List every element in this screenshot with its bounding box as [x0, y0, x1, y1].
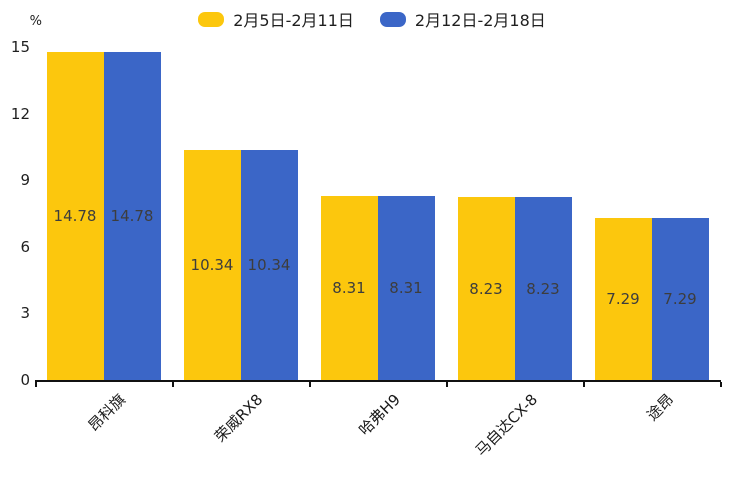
- legend-item-1[interactable]: 2月12日-2月18日: [379, 7, 546, 31]
- bar-value-label: 10.34: [247, 256, 291, 275]
- bar-series0-cat4[interactable]: 7.29: [594, 218, 652, 380]
- y-axis-tick-label: 12: [10, 104, 30, 123]
- x-axis-tick: [309, 382, 311, 387]
- bar-series1-cat2[interactable]: 8.31: [377, 195, 435, 380]
- bar-value-label: 10.34: [190, 256, 234, 275]
- bar-value-label: 8.23: [469, 279, 503, 298]
- legend: 2月5日-2月11日 2月12日-2月18日: [0, 7, 744, 31]
- bar-series1-cat3[interactable]: 8.23: [514, 197, 572, 380]
- bar-series1-cat1[interactable]: 10.34: [240, 150, 298, 380]
- bar-series1-cat0[interactable]: 14.78: [103, 51, 161, 380]
- bar-group-3: 8.23 8.23: [446, 47, 583, 380]
- legend-label: 2月12日-2月18日: [414, 11, 546, 30]
- x-axis-category-label-1: 荣威RX8: [211, 390, 267, 446]
- x-axis-category-label-4: 途昂: [643, 390, 678, 425]
- x-axis-category-label-3: 马自达CX-8: [471, 390, 541, 460]
- bar-value-label: 8.31: [389, 278, 423, 297]
- bar-group-4: 7.29 7.29: [583, 47, 720, 380]
- plot-area: 14.78 14.78 10.34 10.34 8.31 8.31 8.23 8.23 7.29…: [35, 47, 720, 380]
- x-axis-tick: [583, 382, 585, 387]
- bar-series0-cat1[interactable]: 10.34: [183, 150, 241, 380]
- x-axis-tick: [172, 382, 174, 387]
- y-axis-tick-label: 3: [20, 304, 30, 323]
- y-axis-unit-label: %: [29, 14, 42, 29]
- bar-series0-cat0[interactable]: 14.78: [46, 51, 104, 380]
- y-axis-tick-label: 0: [20, 371, 30, 389]
- bar-group-2: 8.31 8.31: [309, 47, 446, 380]
- x-axis-category-label-0: 昂科旗: [85, 390, 130, 435]
- x-axis-category-label-2: 哈弗H9: [354, 390, 404, 440]
- x-axis-line: [35, 380, 721, 382]
- x-axis-tick: [35, 382, 37, 387]
- bar-value-label: 7.29: [606, 290, 640, 309]
- legend-swatch-icon: [198, 11, 225, 27]
- bar-group-0: 14.78 14.78: [35, 47, 172, 380]
- x-axis-tick: [720, 382, 722, 387]
- y-axis-tick-label: 6: [20, 237, 30, 256]
- y-axis-tick-label: 15: [10, 38, 30, 56]
- legend-item-0[interactable]: 2月5日-2月11日: [198, 7, 354, 31]
- bar-series1-cat4[interactable]: 7.29: [651, 218, 709, 380]
- bar-series0-cat3[interactable]: 8.23: [457, 197, 515, 380]
- x-axis-tick: [446, 382, 448, 387]
- legend-swatch-icon: [379, 11, 406, 27]
- bar-value-label: 8.31: [332, 278, 366, 297]
- bar-value-label: 14.78: [53, 206, 97, 225]
- bar-value-label: 14.78: [110, 206, 154, 225]
- bar-group-1: 10.34 10.34: [172, 47, 309, 380]
- y-axis-tick-label: 9: [20, 171, 30, 190]
- bar-series0-cat2[interactable]: 8.31: [320, 195, 378, 380]
- bar-value-label: 7.29: [663, 290, 697, 309]
- bar-value-label: 8.23: [526, 279, 560, 298]
- legend-label: 2月5日-2月11日: [233, 11, 354, 30]
